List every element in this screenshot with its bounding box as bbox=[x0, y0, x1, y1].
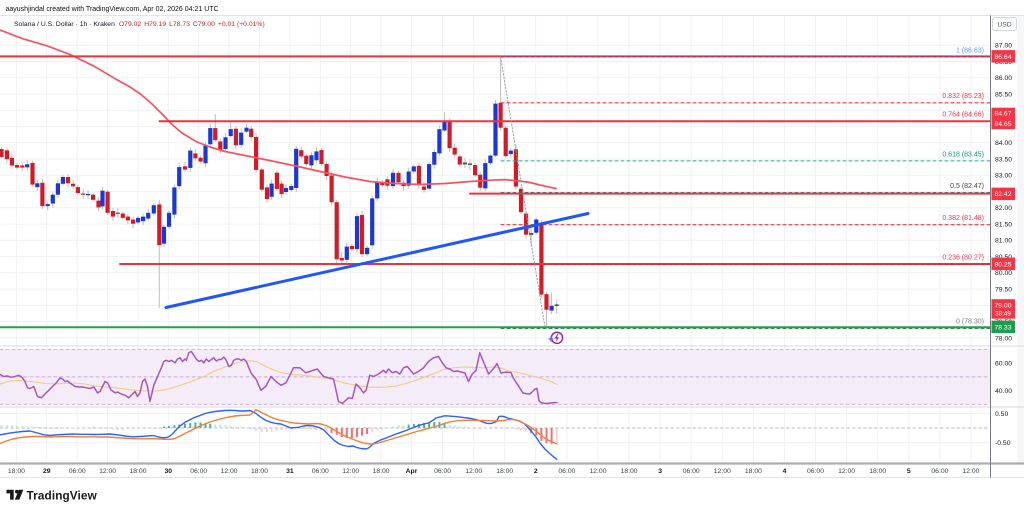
svg-text:5: 5 bbox=[907, 468, 911, 475]
svg-text:06:00: 06:00 bbox=[312, 468, 329, 475]
svg-text:79.50: 79.50 bbox=[995, 287, 1012, 294]
svg-text:Apr: Apr bbox=[406, 468, 418, 475]
svg-text:18:00: 18:00 bbox=[496, 468, 513, 475]
svg-text:18:00: 18:00 bbox=[8, 468, 25, 475]
svg-text:0 (78.30): 0 (78.30) bbox=[956, 319, 984, 326]
svg-text:78.00: 78.00 bbox=[995, 335, 1012, 342]
svg-text:86.00: 86.00 bbox=[995, 75, 1012, 82]
svg-text:0.832 (85.23): 0.832 (85.23) bbox=[942, 93, 984, 100]
svg-text:84.67: 84.67 bbox=[994, 111, 1011, 118]
svg-text:0.5 (82.47): 0.5 (82.47) bbox=[950, 183, 984, 190]
svg-text:2: 2 bbox=[534, 468, 538, 475]
svg-text:06:00: 06:00 bbox=[434, 468, 451, 475]
svg-text:3: 3 bbox=[658, 468, 662, 475]
svg-text:84.65: 84.65 bbox=[994, 121, 1011, 128]
svg-text:18:00: 18:00 bbox=[621, 468, 638, 475]
svg-text:30: 30 bbox=[165, 468, 173, 475]
svg-text:79.00: 79.00 bbox=[994, 303, 1011, 310]
svg-text:USD: USD bbox=[997, 22, 1011, 29]
svg-text:-0.50: -0.50 bbox=[995, 440, 1011, 447]
svg-text:78.33: 78.33 bbox=[994, 324, 1011, 331]
svg-text:06:00: 06:00 bbox=[931, 468, 948, 475]
svg-text:12:00: 12:00 bbox=[99, 468, 116, 475]
svg-text:87.00: 87.00 bbox=[995, 43, 1012, 50]
svg-text:82.00: 82.00 bbox=[995, 205, 1012, 212]
svg-text:31: 31 bbox=[286, 468, 294, 475]
svg-text:86.64: 86.64 bbox=[994, 54, 1011, 61]
svg-text:18:00: 18:00 bbox=[373, 468, 390, 475]
svg-text:0.764 (84.66): 0.764 (84.66) bbox=[942, 112, 984, 119]
svg-text:29: 29 bbox=[43, 468, 51, 475]
svg-text:12:00: 12:00 bbox=[838, 468, 855, 475]
svg-text:06:00: 06:00 bbox=[807, 468, 824, 475]
svg-text:Solana / U.S. Dollar · 1h · Kr: Solana / U.S. Dollar · 1h · Kraken O79.02… bbox=[14, 21, 265, 28]
svg-text:81.00: 81.00 bbox=[995, 238, 1012, 245]
svg-text:84.00: 84.00 bbox=[995, 140, 1012, 147]
svg-text:0.50: 0.50 bbox=[995, 411, 1008, 418]
svg-text:83.00: 83.00 bbox=[995, 173, 1012, 180]
svg-text:TradingView: TradingView bbox=[27, 488, 98, 502]
svg-text:06:00: 06:00 bbox=[69, 468, 86, 475]
svg-text:1 (86.63): 1 (86.63) bbox=[956, 48, 984, 55]
svg-text:12:00: 12:00 bbox=[962, 468, 979, 475]
svg-text:0.236 (80.27): 0.236 (80.27) bbox=[942, 255, 984, 262]
svg-text:12:00: 12:00 bbox=[342, 468, 359, 475]
svg-text:80.25: 80.25 bbox=[994, 261, 1011, 268]
svg-text:06:00: 06:00 bbox=[683, 468, 700, 475]
svg-text:18:00: 18:00 bbox=[745, 468, 762, 475]
svg-text:18:00: 18:00 bbox=[251, 468, 268, 475]
svg-text:06:00: 06:00 bbox=[190, 468, 207, 475]
svg-text:4: 4 bbox=[783, 468, 787, 475]
svg-text:0.382 (81.48): 0.382 (81.48) bbox=[942, 215, 984, 222]
svg-text:38:49: 38:49 bbox=[995, 311, 1011, 318]
svg-text:12:00: 12:00 bbox=[221, 468, 238, 475]
svg-text:83.50: 83.50 bbox=[995, 156, 1012, 163]
svg-text:40.00: 40.00 bbox=[995, 388, 1012, 395]
svg-text:82.42: 82.42 bbox=[994, 191, 1011, 198]
svg-text:aayushjindal created with Trad: aayushjindal created with TradingView.co… bbox=[6, 6, 219, 13]
svg-text:18:00: 18:00 bbox=[869, 468, 886, 475]
svg-text:06:00: 06:00 bbox=[558, 468, 575, 475]
svg-text:12:00: 12:00 bbox=[589, 468, 606, 475]
svg-text:80.50: 80.50 bbox=[995, 254, 1012, 261]
svg-text:12:00: 12:00 bbox=[465, 468, 482, 475]
svg-text:60.00: 60.00 bbox=[995, 361, 1012, 368]
svg-text:85.50: 85.50 bbox=[995, 91, 1012, 98]
svg-text:81.50: 81.50 bbox=[995, 222, 1012, 229]
svg-text:18:00: 18:00 bbox=[129, 468, 146, 475]
svg-text:0.618 (83.45): 0.618 (83.45) bbox=[942, 151, 984, 158]
svg-text:12:00: 12:00 bbox=[714, 468, 731, 475]
svg-text:80.00: 80.00 bbox=[995, 270, 1012, 277]
